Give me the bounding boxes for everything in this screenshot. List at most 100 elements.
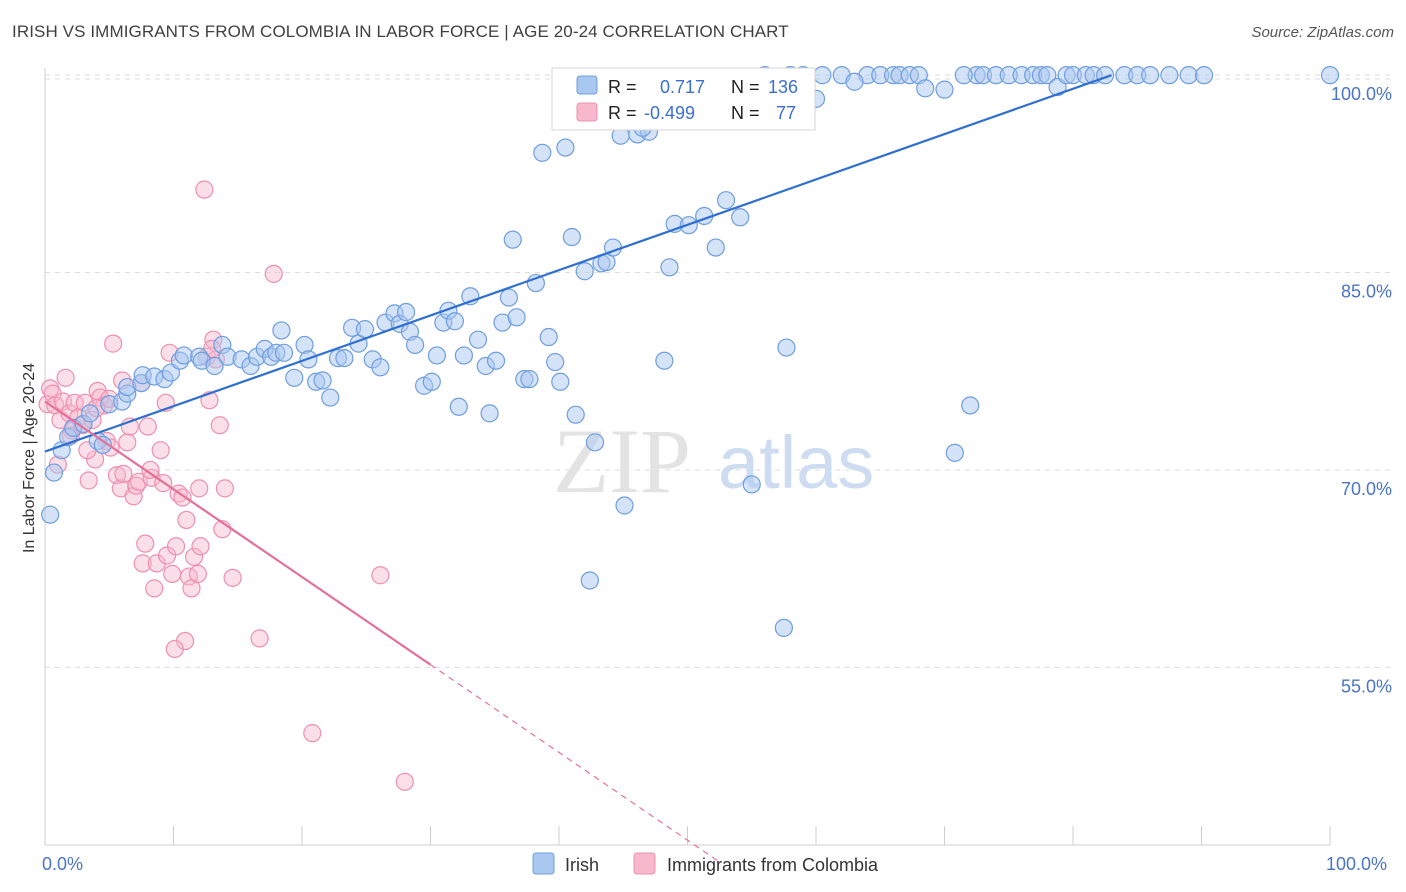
irish-point-116 <box>935 80 954 99</box>
colombia-point-61 <box>264 264 283 283</box>
irish-point-93 <box>660 258 679 277</box>
colombia-point-25 <box>114 464 133 483</box>
colombia-point-62 <box>303 724 322 743</box>
colombia-point-73 <box>165 639 184 659</box>
irish-point-49 <box>396 302 416 322</box>
irish-point-137 <box>1179 66 1198 85</box>
irish-point-72 <box>533 143 552 162</box>
x-tick-label-max: 100.0% <box>1326 854 1387 874</box>
colombia-n-label: N = <box>731 103 760 123</box>
irish-point-6 <box>80 404 100 423</box>
trendlines <box>44 74 1112 863</box>
irish-point-117 <box>945 443 964 462</box>
colombia-point-28 <box>124 487 143 506</box>
irish-point-66 <box>499 288 518 307</box>
irish-point-32 <box>272 321 291 340</box>
irish-point-100 <box>742 475 761 494</box>
irish-point-19 <box>174 346 193 365</box>
irish-point-97 <box>706 238 725 257</box>
watermark-zip: ZIP <box>553 410 691 512</box>
irish-point-31 <box>274 343 294 362</box>
axes <box>44 68 1331 846</box>
colombia-point-58 <box>215 479 234 498</box>
colombia-point-26 <box>118 433 137 452</box>
irish-point-37 <box>313 371 332 390</box>
irish-point-143 <box>845 72 864 91</box>
colombia-point-49 <box>188 564 208 584</box>
irish-point-118 <box>961 396 980 415</box>
colombia-point-42 <box>166 537 186 556</box>
colombia-trendline <box>44 400 432 666</box>
irish-n-label: N = <box>731 77 760 97</box>
irish-point-81 <box>585 433 605 452</box>
colombia-point-56 <box>210 416 229 435</box>
colombia-point-48 <box>184 547 204 566</box>
colombia-point-35 <box>145 579 164 598</box>
irish-swatch-icon <box>576 75 598 95</box>
colombia-point-50 <box>191 537 210 556</box>
irish-point-73 <box>539 327 558 347</box>
irish-point-98 <box>716 191 736 210</box>
irish-point-126 <box>1038 66 1057 85</box>
watermark: ZIP atlas <box>553 410 874 512</box>
colombia-point-37 <box>151 441 170 460</box>
source-credit: Source: ZipAtlas.com <box>1251 24 1394 41</box>
irish-point-76 <box>556 138 575 157</box>
irish-r-value: 0.717 <box>660 77 705 97</box>
colombia-point-16 <box>86 450 105 469</box>
irish-point-138 <box>1194 66 1214 85</box>
irish-point-33 <box>285 368 304 387</box>
series-irish <box>41 66 1340 637</box>
y-tick-label-3: 100.0% <box>1331 84 1392 104</box>
colombia-point-10 <box>65 393 84 412</box>
colombia-point-51 <box>195 180 214 199</box>
irish-r-label: R = <box>608 77 637 97</box>
irish-point-8 <box>93 435 112 455</box>
colombia-point-71 <box>141 460 160 480</box>
x-tick-labels: 0.0% 100.0% <box>42 854 1387 874</box>
irish-point-58 <box>449 397 468 416</box>
irish-point-22 <box>205 356 224 376</box>
colombia-point-33 <box>138 417 157 436</box>
irish-point-1 <box>44 463 64 482</box>
irish-point-45 <box>371 358 390 377</box>
legend-colombia-label: Immigrants from Colombia <box>667 855 879 875</box>
colombia-point-59 <box>223 568 242 587</box>
colombia-point-60 <box>250 629 269 648</box>
irish-point-79 <box>575 262 594 281</box>
irish-point-0 <box>41 505 60 524</box>
irish-point-38 <box>321 388 340 407</box>
irish-point-74 <box>546 352 565 372</box>
irish-point-75 <box>551 372 570 391</box>
irish-point-57 <box>445 312 465 331</box>
irish-point-136 <box>1160 66 1179 85</box>
colombia-swatch-icon <box>576 102 598 122</box>
x-tick-label-min: 0.0% <box>42 854 83 874</box>
irish-point-70 <box>520 370 539 389</box>
colombia-point-6 <box>53 392 73 411</box>
irish-n-value: 136 <box>768 77 798 97</box>
irish-point-53 <box>422 372 441 391</box>
y-tick-labels: 55.0% 70.0% 85.0% 100.0% <box>1331 84 1392 696</box>
colombia-point-7 <box>56 368 75 387</box>
irish-point-135 <box>1140 66 1160 85</box>
irish-point-86 <box>615 496 634 515</box>
irish-point-77 <box>562 227 581 247</box>
colombia-n-value: 77 <box>776 103 796 123</box>
irish-point-144 <box>916 79 935 98</box>
colombia-point-64 <box>395 772 414 791</box>
irish-point-80 <box>580 571 599 590</box>
irish-point-64 <box>486 351 506 370</box>
y-axis-title: In Labor Force | Age 20-24 <box>21 363 38 553</box>
irish-point-99 <box>731 208 750 227</box>
y-tick-label-0: 55.0% <box>1341 676 1392 696</box>
colombia-point-75 <box>190 479 209 498</box>
colombia-point-22 <box>104 334 123 353</box>
colombia-point-32 <box>136 534 155 553</box>
legend-irish-icon <box>532 852 555 875</box>
irish-point-108 <box>813 66 832 85</box>
irish-point-78 <box>566 405 585 424</box>
irish-point-139 <box>1320 66 1340 85</box>
colombia-point-31 <box>133 554 152 573</box>
irish-point-61 <box>468 330 488 349</box>
